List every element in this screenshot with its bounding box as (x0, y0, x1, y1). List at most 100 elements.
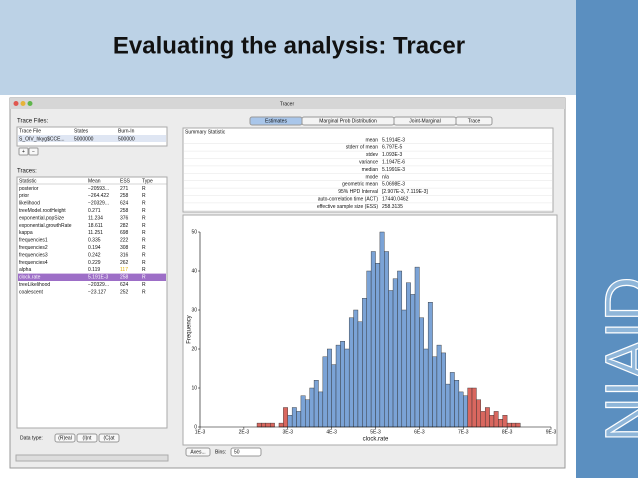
cell[interactable]: −264.422 (88, 193, 109, 199)
cell[interactable]: −20593... (88, 186, 109, 192)
cell[interactable]: R (142, 230, 146, 236)
cell[interactable]: −23.127 (88, 289, 106, 295)
dropdown[interactable] (230, 447, 262, 457)
option-button[interactable] (98, 433, 120, 443)
bar (502, 415, 508, 428)
cell[interactable]: likelihood (19, 201, 40, 207)
bar (278, 422, 284, 428)
cell[interactable]: clock.rate (19, 275, 41, 281)
x-tick-label: 7E-3 (458, 429, 469, 435)
cell[interactable]: 0.229 (88, 260, 101, 266)
zoom-button[interactable] (27, 101, 33, 106)
cell[interactable]: R (142, 223, 146, 229)
cell[interactable]: coalescent (19, 289, 44, 295)
stat-value: 6.797E-5 (382, 145, 403, 151)
cell[interactable]: 0.119 (88, 267, 100, 273)
bar (335, 344, 341, 428)
cell[interactable]: 222 (120, 238, 129, 244)
cell[interactable]: posterior (19, 186, 39, 192)
stat-label: variance (359, 160, 378, 166)
cell[interactable]: 271 (120, 186, 129, 192)
cell[interactable]: R (142, 245, 146, 251)
cell[interactable]: −20329... (88, 201, 109, 207)
cell[interactable]: 376 (120, 215, 129, 221)
bar (427, 302, 433, 428)
cell[interactable]: 282 (120, 223, 129, 229)
cell[interactable]: 624 (120, 282, 129, 288)
section-label: Traces: (17, 169, 37, 175)
stat-label: median (362, 167, 379, 173)
stat-label: 95% HPD Interval (338, 189, 378, 195)
bar (362, 298, 367, 428)
cell[interactable]: 258 (120, 208, 129, 214)
button[interactable] (185, 447, 211, 457)
cell[interactable]: −20329... (88, 282, 109, 288)
cell[interactable]: R (142, 289, 146, 295)
cell[interactable]: treeLikelihood (19, 282, 50, 288)
bar (498, 419, 503, 428)
cell[interactable]: R (142, 215, 146, 221)
cell[interactable]: 5.191E-3 (88, 275, 109, 281)
bar (265, 422, 271, 428)
bar (388, 290, 394, 428)
cell[interactable]: 252 (120, 289, 129, 295)
cell[interactable]: 258 (120, 275, 129, 281)
button[interactable] (18, 147, 29, 156)
cell[interactable]: 0.335 (88, 238, 101, 244)
cell[interactable]: R (142, 282, 146, 288)
scrollbar[interactable] (15, 454, 169, 462)
button[interactable] (28, 147, 39, 156)
cell[interactable]: R (142, 186, 146, 192)
cell[interactable]: 11.251 (88, 230, 103, 236)
cell[interactable]: 0.242 (88, 252, 101, 258)
option-button[interactable] (76, 433, 98, 443)
option-button[interactable] (54, 433, 76, 443)
cell[interactable]: prior (19, 193, 29, 199)
tab-label: Estimates (265, 118, 287, 124)
cell[interactable]: exponential.popSize (19, 215, 64, 221)
cell[interactable]: R (142, 208, 146, 214)
cell[interactable]: 308 (120, 245, 129, 251)
cell[interactable]: 698 (120, 230, 129, 236)
cell[interactable]: kappa (19, 230, 33, 236)
cell[interactable]: 258 (120, 193, 129, 199)
bar (379, 231, 385, 428)
cell[interactable]: R (142, 238, 146, 244)
cell[interactable]: R (142, 252, 146, 258)
bar (353, 309, 359, 428)
cell[interactable]: frequencies2 (19, 245, 48, 251)
y-tick-label: 30 (191, 307, 197, 313)
cell[interactable]: R (142, 201, 146, 207)
cell: 5000000 (74, 136, 94, 142)
cell[interactable]: 117 (120, 267, 128, 273)
cell[interactable]: frequencies4 (19, 260, 48, 266)
cell[interactable]: R (142, 193, 146, 199)
cell[interactable]: 316 (120, 252, 129, 258)
cell[interactable]: 0.194 (88, 245, 101, 251)
stat-label: effective sample size (ESS) (317, 204, 378, 210)
cell[interactable]: exponential.growthRate (19, 223, 72, 229)
cell[interactable]: 624 (120, 201, 129, 207)
cell[interactable]: frequencies1 (19, 238, 48, 244)
tab[interactable] (455, 116, 493, 126)
cell[interactable]: alpha (19, 267, 31, 273)
minimize-button[interactable] (20, 101, 26, 106)
cell[interactable]: R (142, 260, 146, 266)
cell[interactable]: R (142, 275, 146, 281)
bar (423, 348, 429, 428)
cell[interactable]: R (142, 267, 146, 273)
stat-value: 17440.0462 (382, 197, 409, 203)
close-button[interactable] (13, 101, 19, 106)
bar (506, 422, 512, 428)
cell[interactable]: treeModel.rootHeight (19, 208, 66, 214)
cell[interactable]: 262 (120, 260, 129, 266)
option-label: (R)eal (58, 435, 72, 441)
column-header: States (74, 128, 89, 134)
cell[interactable]: 18.611 (88, 223, 103, 229)
cell[interactable]: 11.234 (88, 215, 103, 221)
cell[interactable]: 0.271 (88, 208, 101, 214)
cell: S_OIV_hkyg$CCE... (19, 136, 65, 142)
bar (441, 352, 446, 428)
stat-value: [2.907E-3, 7.119E-3] (382, 189, 428, 195)
cell[interactable]: frequencies3 (19, 252, 48, 258)
